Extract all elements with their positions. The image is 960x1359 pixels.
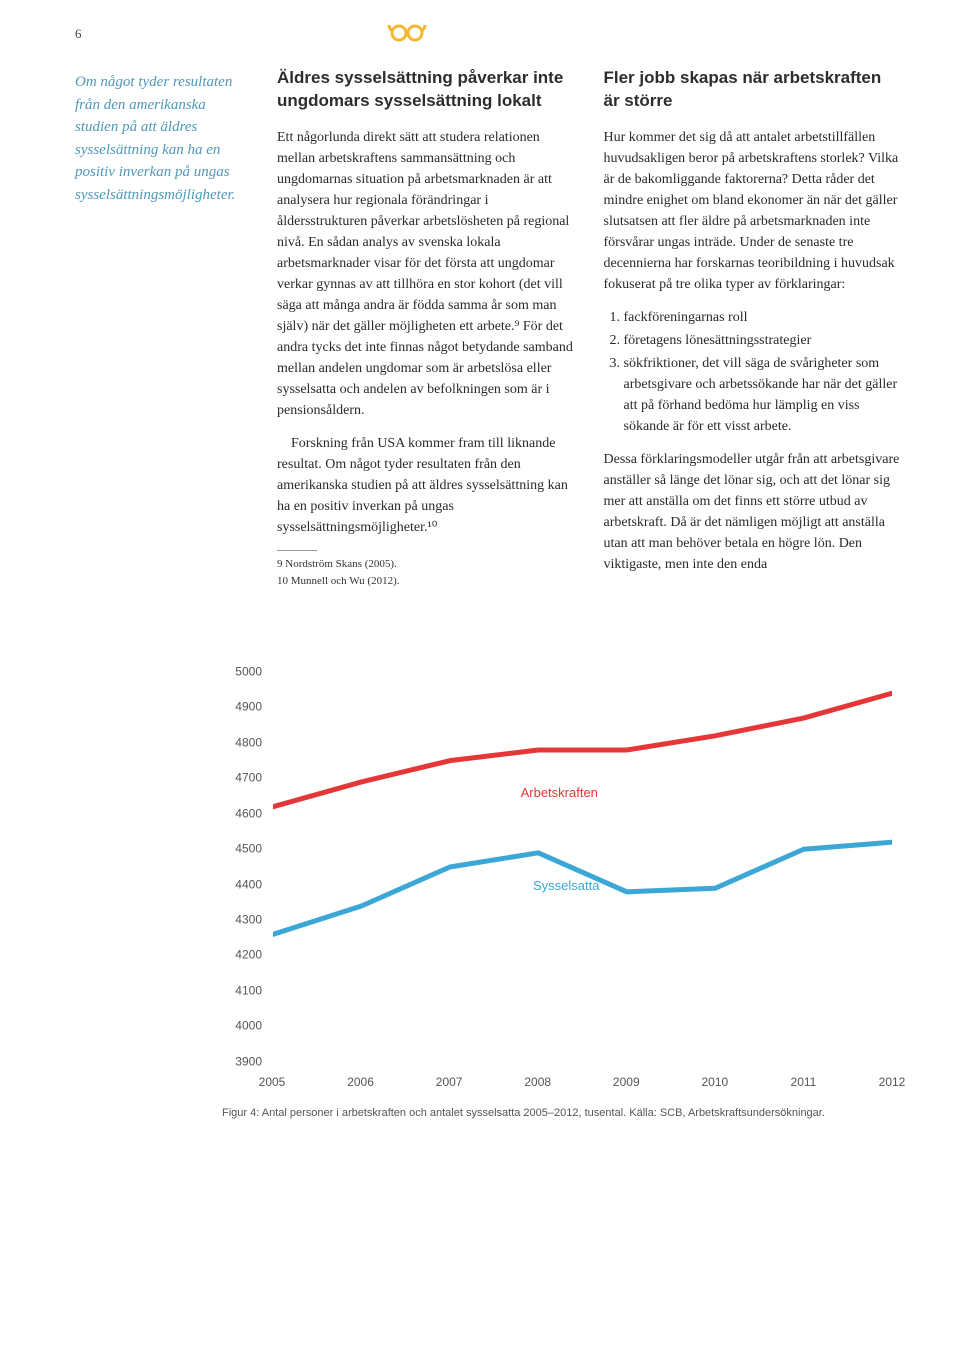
y-axis-labels: 5000490048004700460045004400430042004100… [222, 672, 268, 1092]
y-axis-label: 4100 [235, 982, 262, 999]
series-label: Sysselsatta [533, 877, 599, 896]
top-row: 6 [22, 20, 900, 49]
y-axis-label: 4700 [235, 770, 262, 787]
y-axis-label: 4400 [235, 876, 262, 893]
y-axis-label: 4300 [235, 911, 262, 928]
list-item: fackföreningarnas roll [624, 307, 901, 328]
y-axis-label: 4200 [235, 947, 262, 964]
list-item: företagens lönesättningsstrategier [624, 330, 901, 351]
text-columns: Om något tyder resultaten från den ameri… [22, 67, 900, 592]
y-axis-label: 4500 [235, 840, 262, 857]
col1-para2: Forskning från USA kommer fram till likn… [277, 433, 574, 538]
column-2: Fler jobb skapas när arbetskraften är st… [604, 67, 901, 587]
y-axis-label: 3900 [235, 1053, 262, 1070]
col2-para2: Dessa förklaringsmodeller utgår från att… [604, 449, 901, 575]
col2-heading: Fler jobb skapas när arbetskraften är st… [604, 67, 901, 113]
plot-area: Arbetskraften Sysselsatta [272, 672, 892, 1062]
page: 6 Om något tyder resultaten från den ame… [0, 0, 960, 1201]
x-axis-label: 2009 [613, 1074, 640, 1091]
footnote-9: 9 Nordström Skans (2005). [277, 557, 574, 572]
y-axis-label: 5000 [235, 663, 262, 680]
y-axis-label: 4000 [235, 1018, 262, 1035]
col1-heading: Äldres sysselsättning påverkar inte ungd… [277, 67, 574, 113]
list-item: sökfriktioner, det vill säga de svårighe… [624, 353, 901, 437]
x-axis-label: 2010 [701, 1074, 728, 1091]
col1-para1: Ett någorlunda direkt sätt att studera r… [277, 127, 574, 421]
x-axis-label: 2007 [436, 1074, 463, 1091]
column-1: Äldres sysselsättning påverkar inte ungd… [277, 67, 574, 592]
x-axis-label: 2005 [259, 1074, 286, 1091]
x-axis-label: 2006 [347, 1074, 374, 1091]
page-number: 6 [22, 25, 247, 44]
chart-container: 5000490048004700460045004400430042004100… [222, 672, 902, 1092]
x-axis-label: 2012 [879, 1074, 906, 1091]
col2-para1: Hur kommer det sig då att antalet arbets… [604, 127, 901, 295]
figure-caption: Figur 4: Antal personer i arbetskraften … [222, 1106, 902, 1121]
col2-list: fackföreningarnas roll företagens lönesä… [604, 307, 901, 437]
x-axis-labels: 20052006200720082009201020112012 [272, 1068, 892, 1092]
y-axis-label: 4900 [235, 699, 262, 716]
x-axis-label: 2008 [524, 1074, 551, 1091]
goggles-icon [387, 20, 427, 49]
footnote-rule [277, 550, 317, 551]
y-axis-label: 4800 [235, 734, 262, 751]
sidebar-quote: Om något tyder resultaten från den ameri… [22, 67, 247, 206]
footnote-10: 10 Munnell och Wu (2012). [277, 574, 574, 589]
series-label: Arbetskraften [521, 784, 598, 803]
line-chart: 5000490048004700460045004400430042004100… [222, 672, 902, 1092]
x-axis-label: 2011 [791, 1074, 817, 1091]
y-axis-label: 4600 [235, 805, 262, 822]
